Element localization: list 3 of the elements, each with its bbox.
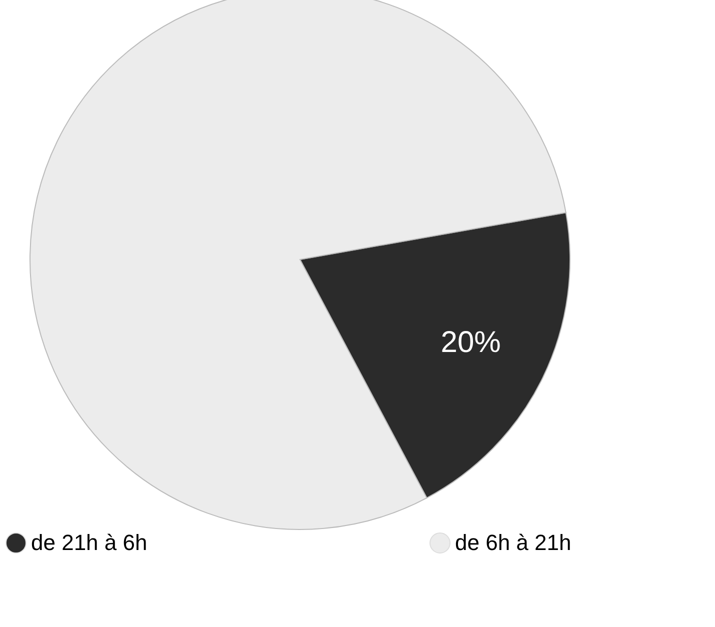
legend-label: de 6h à 21h [455, 530, 572, 555]
data-label: 20% [440, 326, 501, 359]
legend-label: de 21h à 6h [31, 530, 148, 555]
